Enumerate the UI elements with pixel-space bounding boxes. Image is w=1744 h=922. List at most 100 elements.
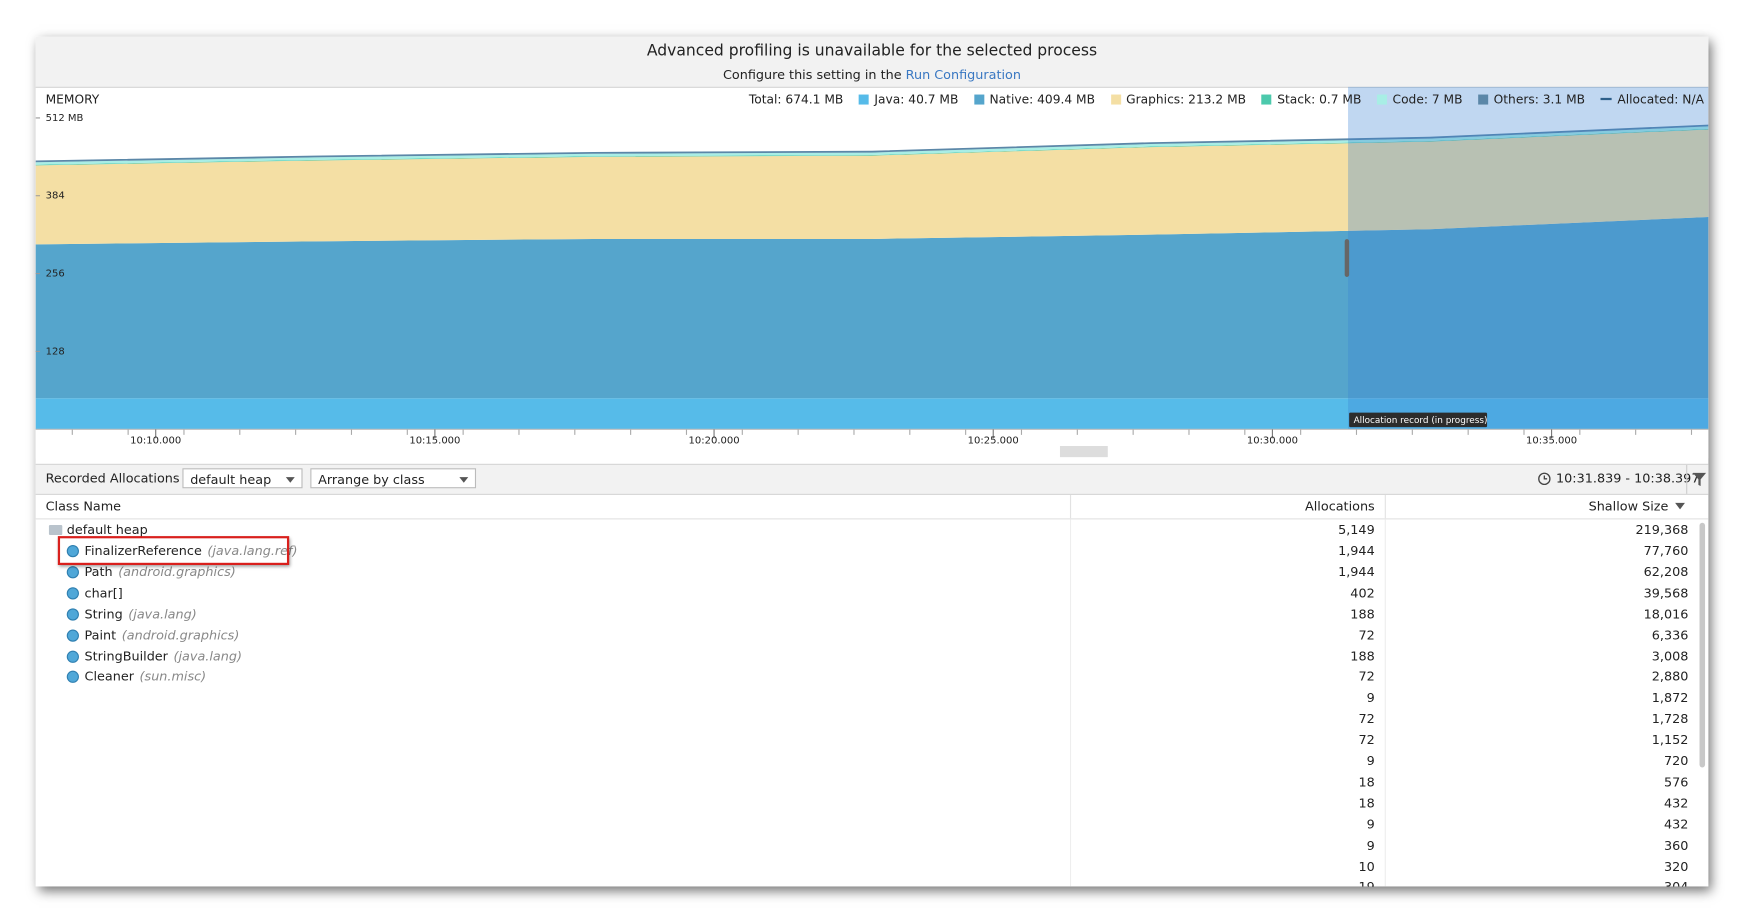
chart-title: MEMORY (45, 92, 100, 107)
scroll-handle (1059, 446, 1108, 458)
legend-item: Allocated: N/A (1600, 92, 1704, 107)
highlight-box (57, 536, 290, 566)
class-row: Cleaner (sun.misc) 72 2,880 (36, 667, 1709, 688)
sort-arrow (1675, 502, 1686, 510)
column-header[interactable]: Allocations (1305, 498, 1375, 514)
shallow-size: 3,008 (1651, 647, 1689, 664)
shallow-size: 18,016 (1643, 605, 1689, 622)
allocations: 5,149 (1338, 521, 1375, 538)
class-icon (66, 566, 79, 579)
shallow-size: 720 (1663, 752, 1689, 769)
area-2 (35, 129, 1709, 245)
package-name: (java.lang) (173, 647, 242, 664)
shallow-size: 320 (1663, 858, 1689, 874)
legend-swatch (1376, 94, 1387, 105)
class-row: String (java.lang) 188 18,016 (36, 604, 1709, 625)
filter-icon[interactable] (1692, 472, 1707, 487)
class-cell: FinalizerReference (java.lang.ref) (85, 541, 298, 562)
legend-label: Native: 409.4 MB (989, 92, 1096, 107)
legend-swatch (1600, 97, 1612, 101)
divider (1069, 519, 1072, 887)
area-1 (35, 217, 1709, 399)
allocations: 72 (1358, 668, 1375, 685)
area-5 (35, 124, 1709, 163)
column-header[interactable]: Shallow Size (1588, 498, 1669, 514)
allocations: 1,944 (1338, 542, 1375, 559)
class-row: 72 1,152 (36, 730, 1709, 751)
config-link[interactable]: Run Configuration (905, 66, 1022, 83)
class-cell: StringBuilder (java.lang) (85, 646, 242, 667)
legend-swatch (858, 94, 869, 105)
area-0 (35, 398, 1709, 430)
class-name: String (84, 605, 123, 622)
legend-item: Java: 40.7 MB (858, 92, 959, 107)
drag-handle (1344, 239, 1350, 277)
shallow-size: 219,368 (1635, 521, 1689, 538)
class-icon (66, 544, 79, 558)
legend-item: Native: 409.4 MB (973, 92, 1096, 107)
class-row: 18 432 (36, 793, 1709, 814)
y-tick-label: 256 (46, 269, 65, 280)
divider (1384, 519, 1386, 887)
legend-label: Allocated: N/A (1617, 92, 1704, 107)
arrange-dropdown[interactable]: Arrange by class (310, 468, 477, 489)
class-row: 18 576 (36, 772, 1709, 793)
allocations: 72 (1358, 731, 1375, 748)
class-name: Paint (84, 626, 117, 643)
column-header[interactable]: Class Name (45, 498, 122, 514)
allocations: 9 (1366, 689, 1375, 706)
package-name: (android.graphics) (118, 563, 236, 580)
heap-dropdown[interactable]: default heap (182, 468, 303, 489)
shallow-size: 304 (1664, 877, 1688, 886)
y-tick-label: 384 (46, 191, 65, 202)
table-body: default heap 5,149 219,368 FinalizerReferen… (36, 519, 1709, 887)
table-header: Class Name Allocations Shallow Size (35, 494, 1709, 520)
legend-label: Stack: 0.7 MB (1277, 92, 1362, 107)
allocations: 19 (1358, 877, 1374, 886)
shallow-size: 1,872 (1651, 689, 1689, 706)
class-row: 10 320 (36, 856, 1709, 877)
class-cell: Paint (android.graphics) (85, 625, 240, 646)
profiler-panel: Advanced profiling is unavailable for th… (35, 36, 1709, 887)
allocations: 402 (1350, 584, 1375, 601)
toolbar-label: Recorded Allocations (45, 470, 180, 487)
shallow-size: 77,760 (1643, 542, 1689, 559)
shallow-size: 360 (1663, 837, 1689, 853)
allocations: 9 (1366, 752, 1375, 769)
x-tick-label: 10:15.000 (409, 435, 460, 446)
legend-item: Code: 7 MB (1376, 92, 1462, 107)
class-row: StringBuilder (java.lang) 188 3,008 (36, 646, 1709, 667)
shallow-size: 432 (1663, 795, 1689, 811)
package-name: (sun.misc) (139, 668, 207, 685)
shallow-size: 576 (1663, 773, 1689, 790)
class-row: 9 432 (36, 814, 1709, 835)
allocations: 18 (1358, 773, 1375, 790)
allocations: 72 (1358, 710, 1375, 727)
legend-item: Others: 3.1 MB (1478, 92, 1585, 107)
class-row: Path (android.graphics) 1,944 62,208 (36, 562, 1709, 583)
class-icon (66, 587, 79, 600)
shallow-size: 6,336 (1651, 626, 1689, 643)
legend-swatch (973, 94, 984, 105)
package-name: (java.lang.ref) (207, 542, 298, 559)
allocations: 1,944 (1338, 563, 1375, 580)
class-name: Cleaner (84, 668, 134, 685)
legend-swatch (1261, 94, 1272, 105)
selection-label: Allocation record (in progress) (1354, 416, 1488, 426)
legend-total: Total: 674.1 MB (748, 92, 844, 107)
scrollbar[interactable] (1699, 522, 1706, 768)
clock-icon (1538, 472, 1551, 486)
class-row: 72 1,728 (36, 709, 1709, 730)
area-4 (35, 126, 1709, 165)
y-tick-label: 512 MB (46, 113, 84, 124)
folder-icon (48, 524, 63, 535)
class-icon (66, 671, 79, 684)
divider (1069, 494, 1072, 519)
legend-label: Java: 40.7 MB (874, 92, 959, 107)
legend-swatch (1110, 94, 1121, 105)
class-name: FinalizerReference (84, 542, 202, 559)
class-row: FinalizerReference (java.lang.ref) 1,944 77… (36, 541, 1709, 562)
legend-label: Graphics: 213.2 MB (1126, 92, 1247, 107)
allocations: 18 (1358, 795, 1375, 811)
